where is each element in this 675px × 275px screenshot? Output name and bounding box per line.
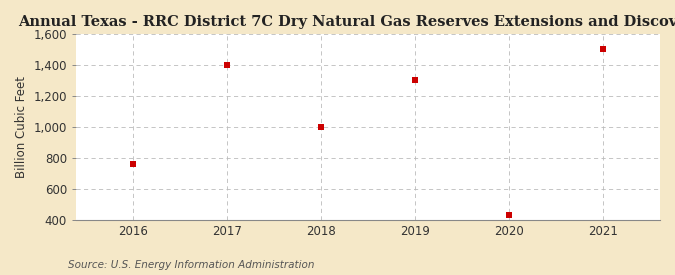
Point	[127, 162, 138, 167]
Y-axis label: Billion Cubic Feet: Billion Cubic Feet	[15, 76, 28, 178]
Point	[598, 47, 609, 51]
Text: Source: U.S. Energy Information Administration: Source: U.S. Energy Information Administ…	[68, 260, 314, 270]
Point	[315, 125, 326, 130]
Point	[410, 78, 421, 82]
Point	[221, 63, 232, 67]
Title: Annual Texas - RRC District 7C Dry Natural Gas Reserves Extensions and Discoveri: Annual Texas - RRC District 7C Dry Natur…	[18, 15, 675, 29]
Point	[504, 213, 515, 217]
